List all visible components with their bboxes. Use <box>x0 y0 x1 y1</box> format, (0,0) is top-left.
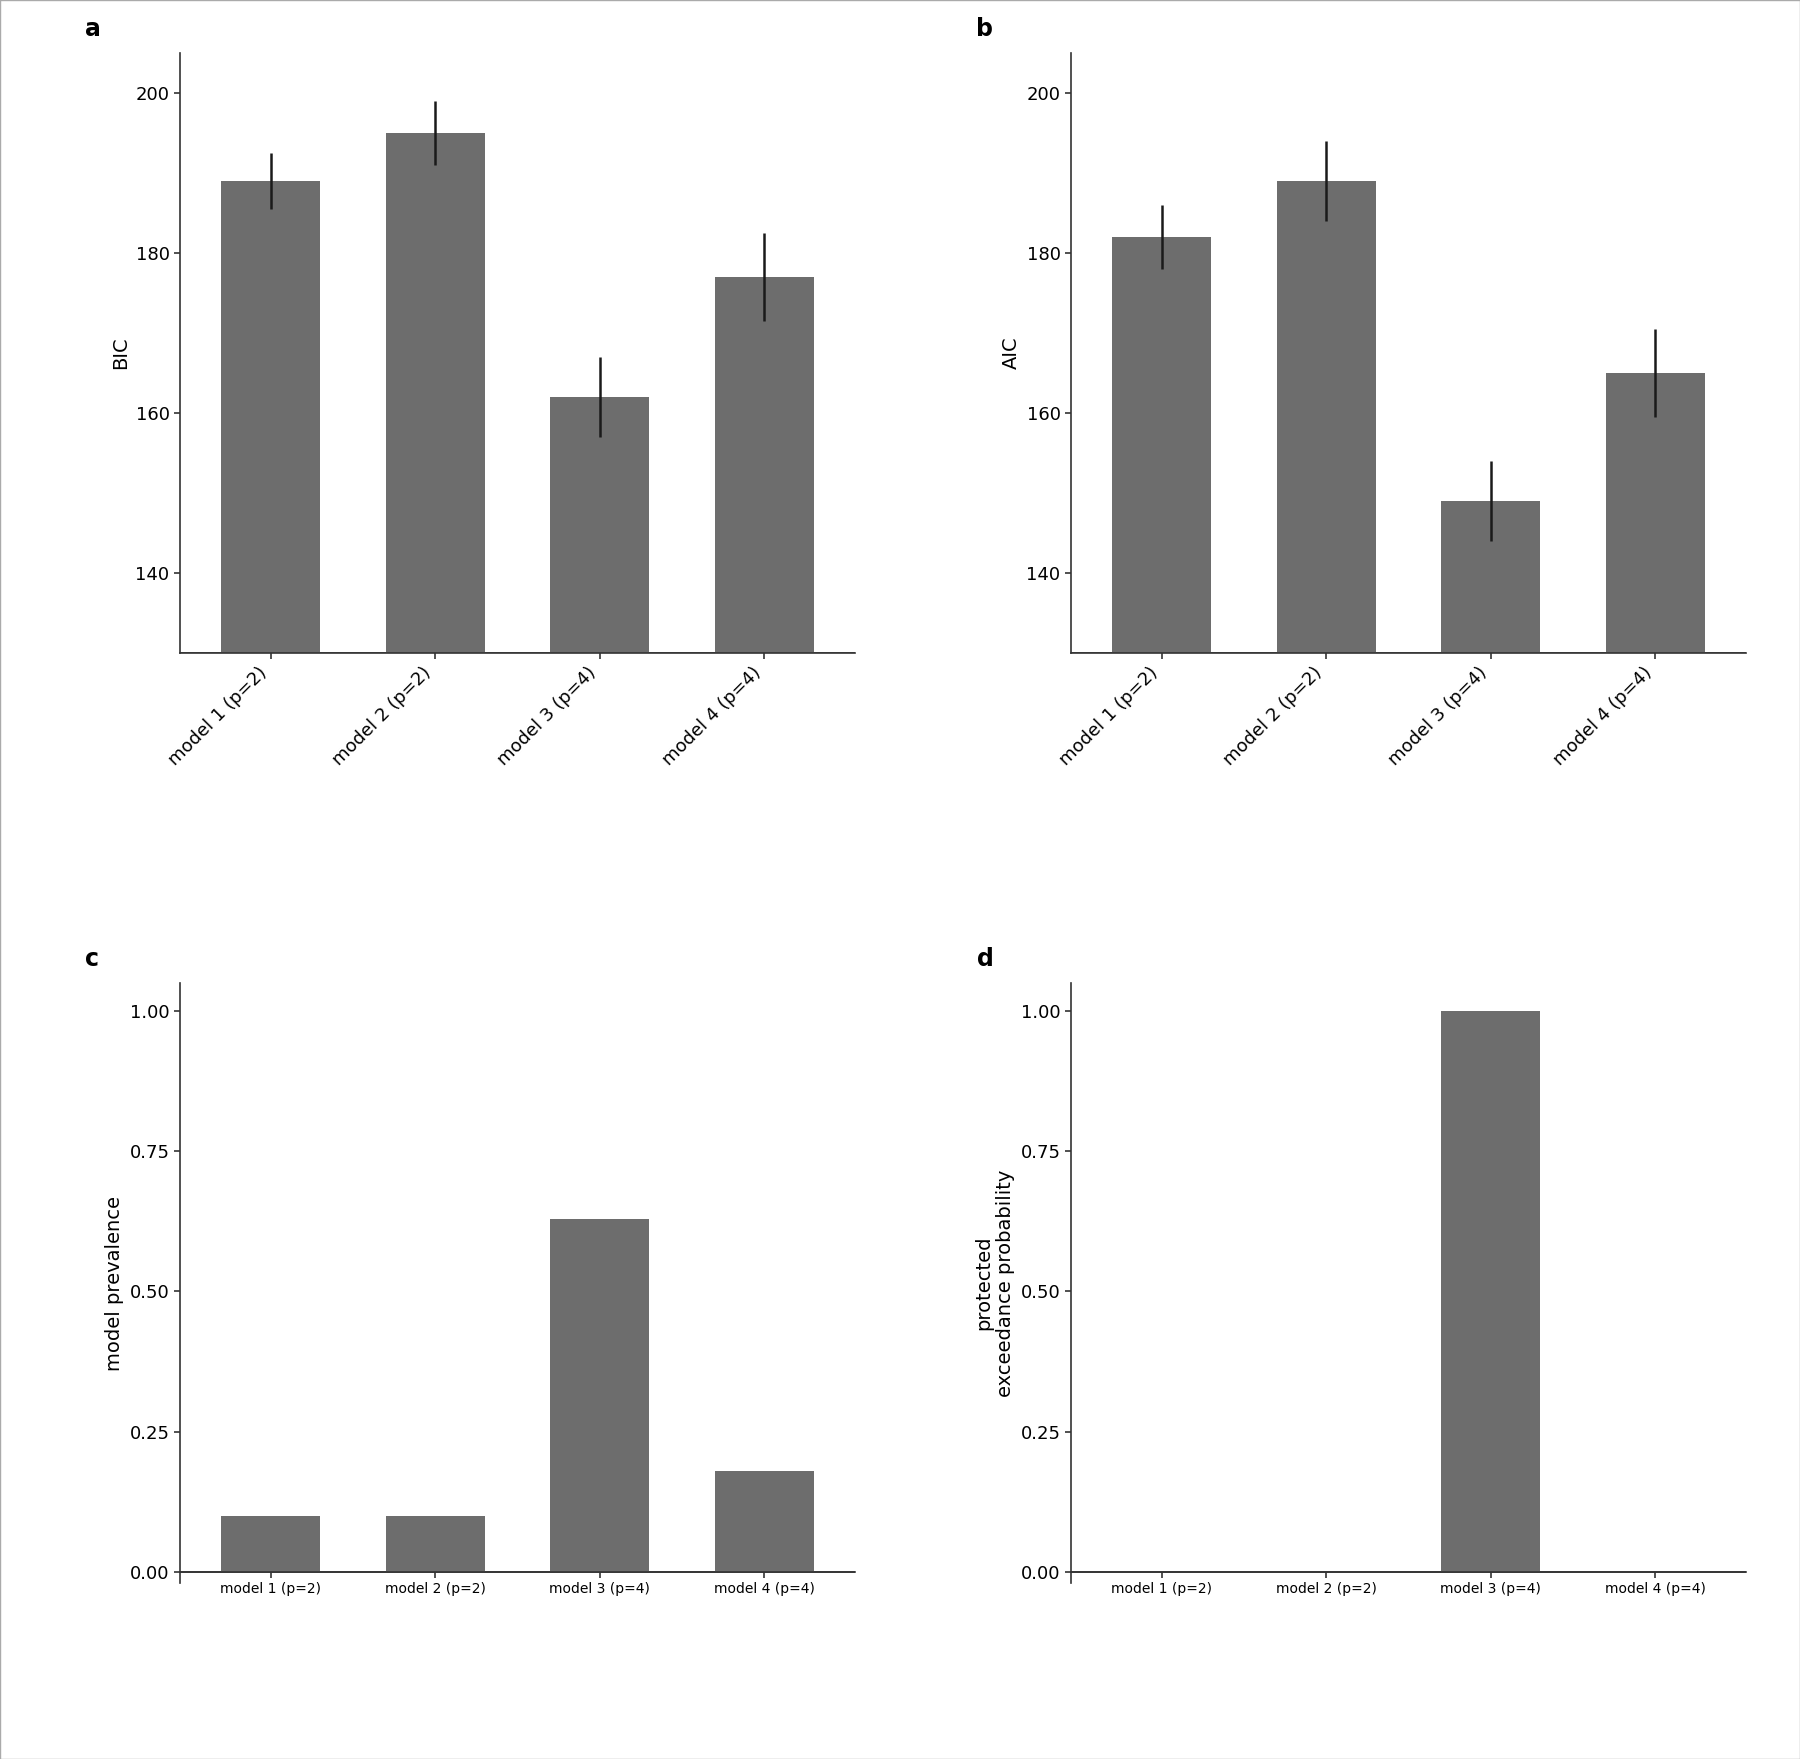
Y-axis label: BIC: BIC <box>112 336 130 369</box>
Bar <box>1112 237 1211 653</box>
Text: a: a <box>85 18 101 40</box>
Bar <box>715 1471 814 1573</box>
Bar <box>715 276 814 653</box>
Bar <box>1442 1011 1541 1573</box>
Bar <box>385 132 484 653</box>
Bar <box>385 1516 484 1573</box>
Y-axis label: model prevalence: model prevalence <box>104 1196 124 1370</box>
Bar <box>221 181 320 653</box>
Bar <box>1276 181 1375 653</box>
Text: c: c <box>85 946 99 971</box>
Bar <box>1606 373 1705 653</box>
Text: b: b <box>976 18 994 40</box>
Bar <box>221 1516 320 1573</box>
Y-axis label: protected
exceedance probability: protected exceedance probability <box>974 1170 1015 1397</box>
Text: d: d <box>976 946 994 971</box>
Bar <box>1442 501 1541 653</box>
Bar <box>551 398 650 653</box>
Bar <box>551 1219 650 1573</box>
Y-axis label: AIC: AIC <box>1003 336 1021 369</box>
